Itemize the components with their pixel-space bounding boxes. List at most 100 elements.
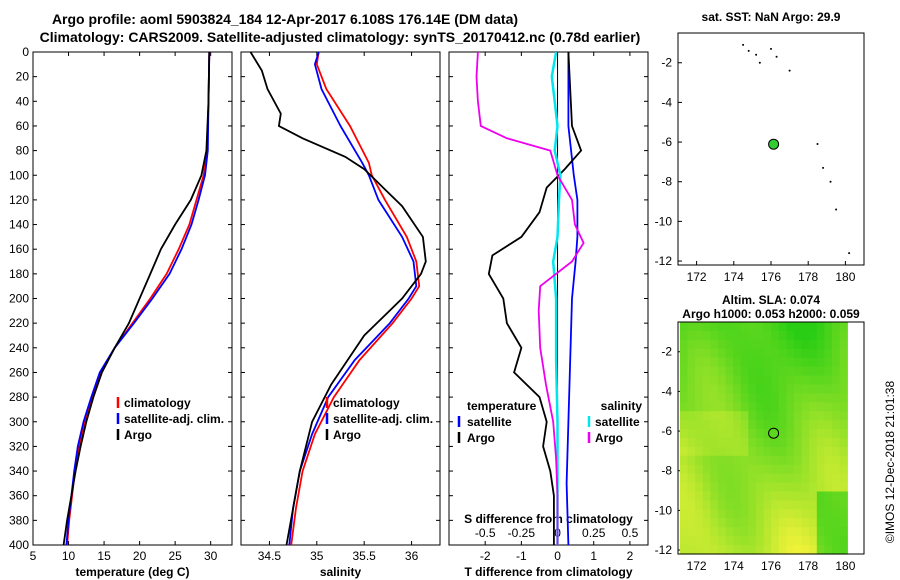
sla-heatmap-cell (794, 527, 803, 537)
sla-heatmap-cell (832, 500, 841, 510)
sal-legend-label: Argo (333, 428, 361, 442)
sla-heatmap-cell (794, 536, 803, 546)
sst-ytick-label: -4 (661, 95, 672, 109)
sla-heatmap-cell (679, 536, 689, 546)
sla-heatmap-cell (725, 393, 734, 403)
diff-s-tick-label: 0.5 (622, 526, 639, 540)
sla-heatmap-cell (816, 464, 825, 475)
sla-heatmap-cell (695, 491, 704, 501)
sal-legend-label: satellite-adj. clim. (333, 412, 433, 426)
sla-heatmap-cell (702, 509, 711, 519)
sla-heatmap-cell (710, 330, 719, 341)
sla-heatmap-cell (801, 330, 810, 341)
sla-heatmap-cell (816, 482, 825, 493)
sla-heatmap-cell (702, 446, 711, 457)
sla-heatmap-cell (771, 464, 780, 475)
sla-heatmap-cell (786, 491, 795, 501)
sla-heatmap-cell (832, 536, 841, 546)
temp-ytick-label: 40 (16, 94, 30, 108)
sla-heatmap-cell (748, 330, 757, 341)
sla-heatmap-cell (733, 545, 742, 555)
sla-heatmap-cell (695, 473, 704, 484)
sla-heatmap-cell (756, 509, 765, 519)
sla-heatmap-cell (801, 527, 810, 537)
diff-line-t-satellite (565, 52, 579, 545)
sla-heatmap-cell (794, 429, 803, 439)
sla-map-frame (677, 321, 865, 555)
sla-heatmap-cell (763, 438, 772, 448)
sla-heatmap-cell (801, 455, 810, 466)
sla-heatmap-cell (778, 438, 787, 448)
sla-heatmap-cell (702, 438, 711, 448)
sla-heatmap-cell (771, 518, 780, 528)
sla-heatmap-cell (816, 384, 825, 394)
sla-heatmap-cell (786, 482, 795, 493)
temp-xtick-label: 15 (97, 549, 111, 563)
sla-heatmap-cell (695, 322, 704, 332)
sla-heatmap-cell (748, 446, 757, 457)
sla-heatmap-cell (687, 411, 696, 421)
sla-heatmap-cell (786, 357, 795, 368)
sla-heatmap-cell (839, 366, 848, 377)
sla-heatmap-cell (839, 411, 848, 421)
sla-heatmap-cell (786, 366, 795, 377)
sla-heatmap-cell (748, 455, 757, 466)
sla-heatmap-cell (725, 527, 734, 537)
sla-heatmap-cell (824, 393, 833, 403)
sla-heatmap-cell (771, 473, 780, 484)
sla-heatmap-cell (710, 482, 719, 493)
sla-heatmap-cell (679, 402, 689, 412)
sla-heatmap-cell (702, 500, 711, 510)
sla-heatmap-cell (679, 411, 689, 421)
sla-heatmap-cell (771, 536, 780, 546)
diff-xtick-label: 1 (590, 549, 597, 563)
sla-heatmap-cell (824, 536, 833, 546)
sla-heatmap-cell (710, 509, 719, 519)
sla-heatmap-cell (786, 536, 795, 546)
sla-heatmap-cell (748, 366, 757, 377)
sla-heatmap-cell (695, 509, 704, 519)
diff-xlabel: T difference from climatology (464, 565, 632, 579)
sla-heatmap-cell (733, 402, 742, 412)
diff-legend-left-label: Argo (467, 431, 495, 445)
sla-heatmap-cell (702, 339, 711, 350)
sla-heatmap-cell (763, 322, 772, 332)
sla-heatmap-cell (778, 322, 787, 332)
sla-heatmap-cell (824, 322, 833, 332)
temp-line-climatology (66, 52, 211, 545)
sst-island-point (822, 166, 825, 169)
diff-legend-right-label: satellite (595, 415, 640, 429)
sla-heatmap-cell (717, 366, 727, 377)
sla-heatmap-cell (710, 536, 719, 546)
sla-heatmap-cell (687, 509, 696, 519)
temp-ytick-label: 260 (9, 365, 29, 379)
sla-heatmap-cell (839, 322, 848, 332)
sla-heatmap-cell (756, 527, 765, 537)
sla-heatmap-cell (710, 455, 719, 466)
sla-heatmap-cell (763, 536, 772, 546)
sla-heatmap-cell (756, 545, 765, 555)
sla-heatmap-cell (717, 429, 727, 439)
sla-heatmap-cell (695, 545, 704, 555)
sla-heatmap-cell (816, 322, 825, 332)
sla-heatmap-cell (733, 357, 742, 368)
sla-ytick-label: -4 (661, 384, 672, 398)
sst-ytick-label: -10 (655, 214, 673, 228)
sla-heatmap-cell (687, 375, 696, 385)
sla-heatmap-cell (832, 348, 841, 359)
sla-heatmap-cell (763, 545, 772, 555)
sla-heatmap-cell (756, 429, 765, 439)
sla-heatmap-cell (809, 509, 818, 519)
sla-heatmap-cell (794, 473, 803, 484)
sla-heatmap-cell (786, 339, 795, 350)
sla-heatmap-cell (740, 455, 749, 466)
sla-heatmap-cell (816, 545, 825, 555)
sla-heatmap-cell (824, 527, 833, 537)
sla-heatmap-cell (756, 446, 765, 457)
sla-heatmap-cell (771, 375, 780, 385)
diff-xtick-label: 2 (627, 549, 634, 563)
sla-heatmap-cell (832, 402, 841, 412)
sla-heatmap-cell (733, 455, 742, 466)
sla-heatmap-cell (733, 473, 742, 484)
sla-heatmap-cell (695, 438, 704, 448)
